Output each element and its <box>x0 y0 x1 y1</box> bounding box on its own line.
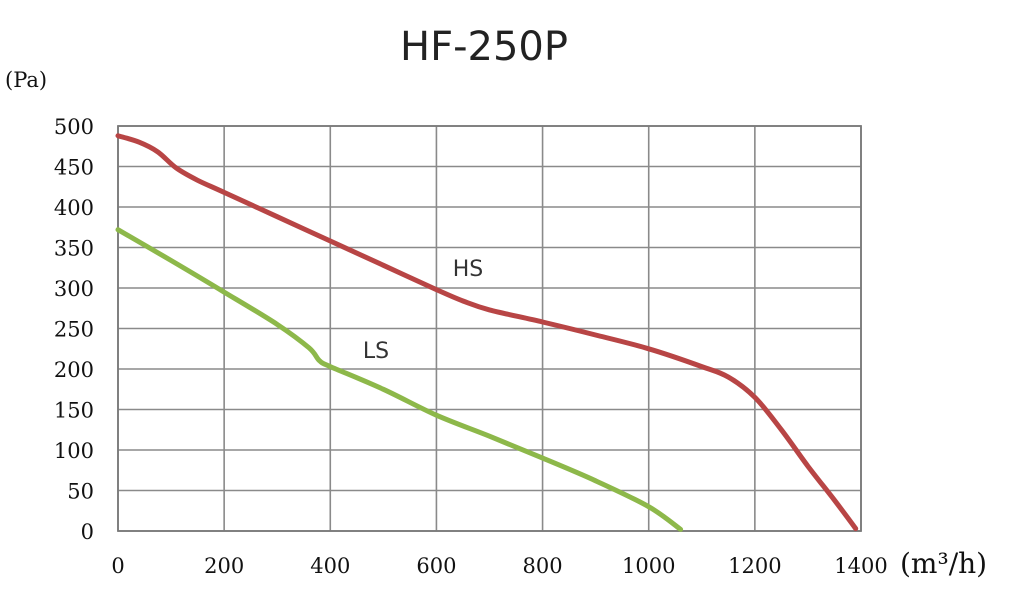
y-tick-labels: 0 50 100 150 200 250 300 350 400 450 500 <box>54 115 94 544</box>
x-tick-label: 600 <box>416 554 456 578</box>
x-tick-label: 200 <box>204 554 244 578</box>
x-tick-label: 1200 <box>728 554 781 578</box>
y-tick-label: 450 <box>54 156 94 180</box>
x-axis-unit: (m³/h) <box>900 547 987 580</box>
y-tick-label: 150 <box>54 399 94 423</box>
y-tick-label: 50 <box>67 480 94 504</box>
y-tick-label: 500 <box>54 115 94 139</box>
y-tick-label: 100 <box>54 439 94 463</box>
grid <box>117 125 862 532</box>
plot-frame <box>117 125 862 532</box>
x-tick-label: 1400 <box>834 554 887 578</box>
y-tick-label: 250 <box>54 318 94 342</box>
series-lines <box>115 133 859 532</box>
chart-title: HF-250P <box>400 24 568 70</box>
x-tick-label: 400 <box>310 554 350 578</box>
x-tick-label: 800 <box>523 554 563 578</box>
x-tick-labels: 0 200 400 600 800 1000 1200 1400 <box>111 554 887 578</box>
y-tick-label: 300 <box>54 277 94 301</box>
y-tick-label: 350 <box>54 237 94 261</box>
y-tick-label: 400 <box>54 196 94 220</box>
x-tick-label: 1000 <box>622 554 675 578</box>
y-axis-unit: (Pa) <box>5 68 47 92</box>
y-tick-label: 0 <box>81 520 94 544</box>
x-tick-label: 0 <box>111 554 124 578</box>
series-label-hs: HS <box>453 257 484 282</box>
series-label-ls: LS <box>363 339 389 364</box>
series-line-ls <box>115 227 684 532</box>
series-line-hs <box>115 133 859 532</box>
y-tick-label: 200 <box>54 358 94 382</box>
